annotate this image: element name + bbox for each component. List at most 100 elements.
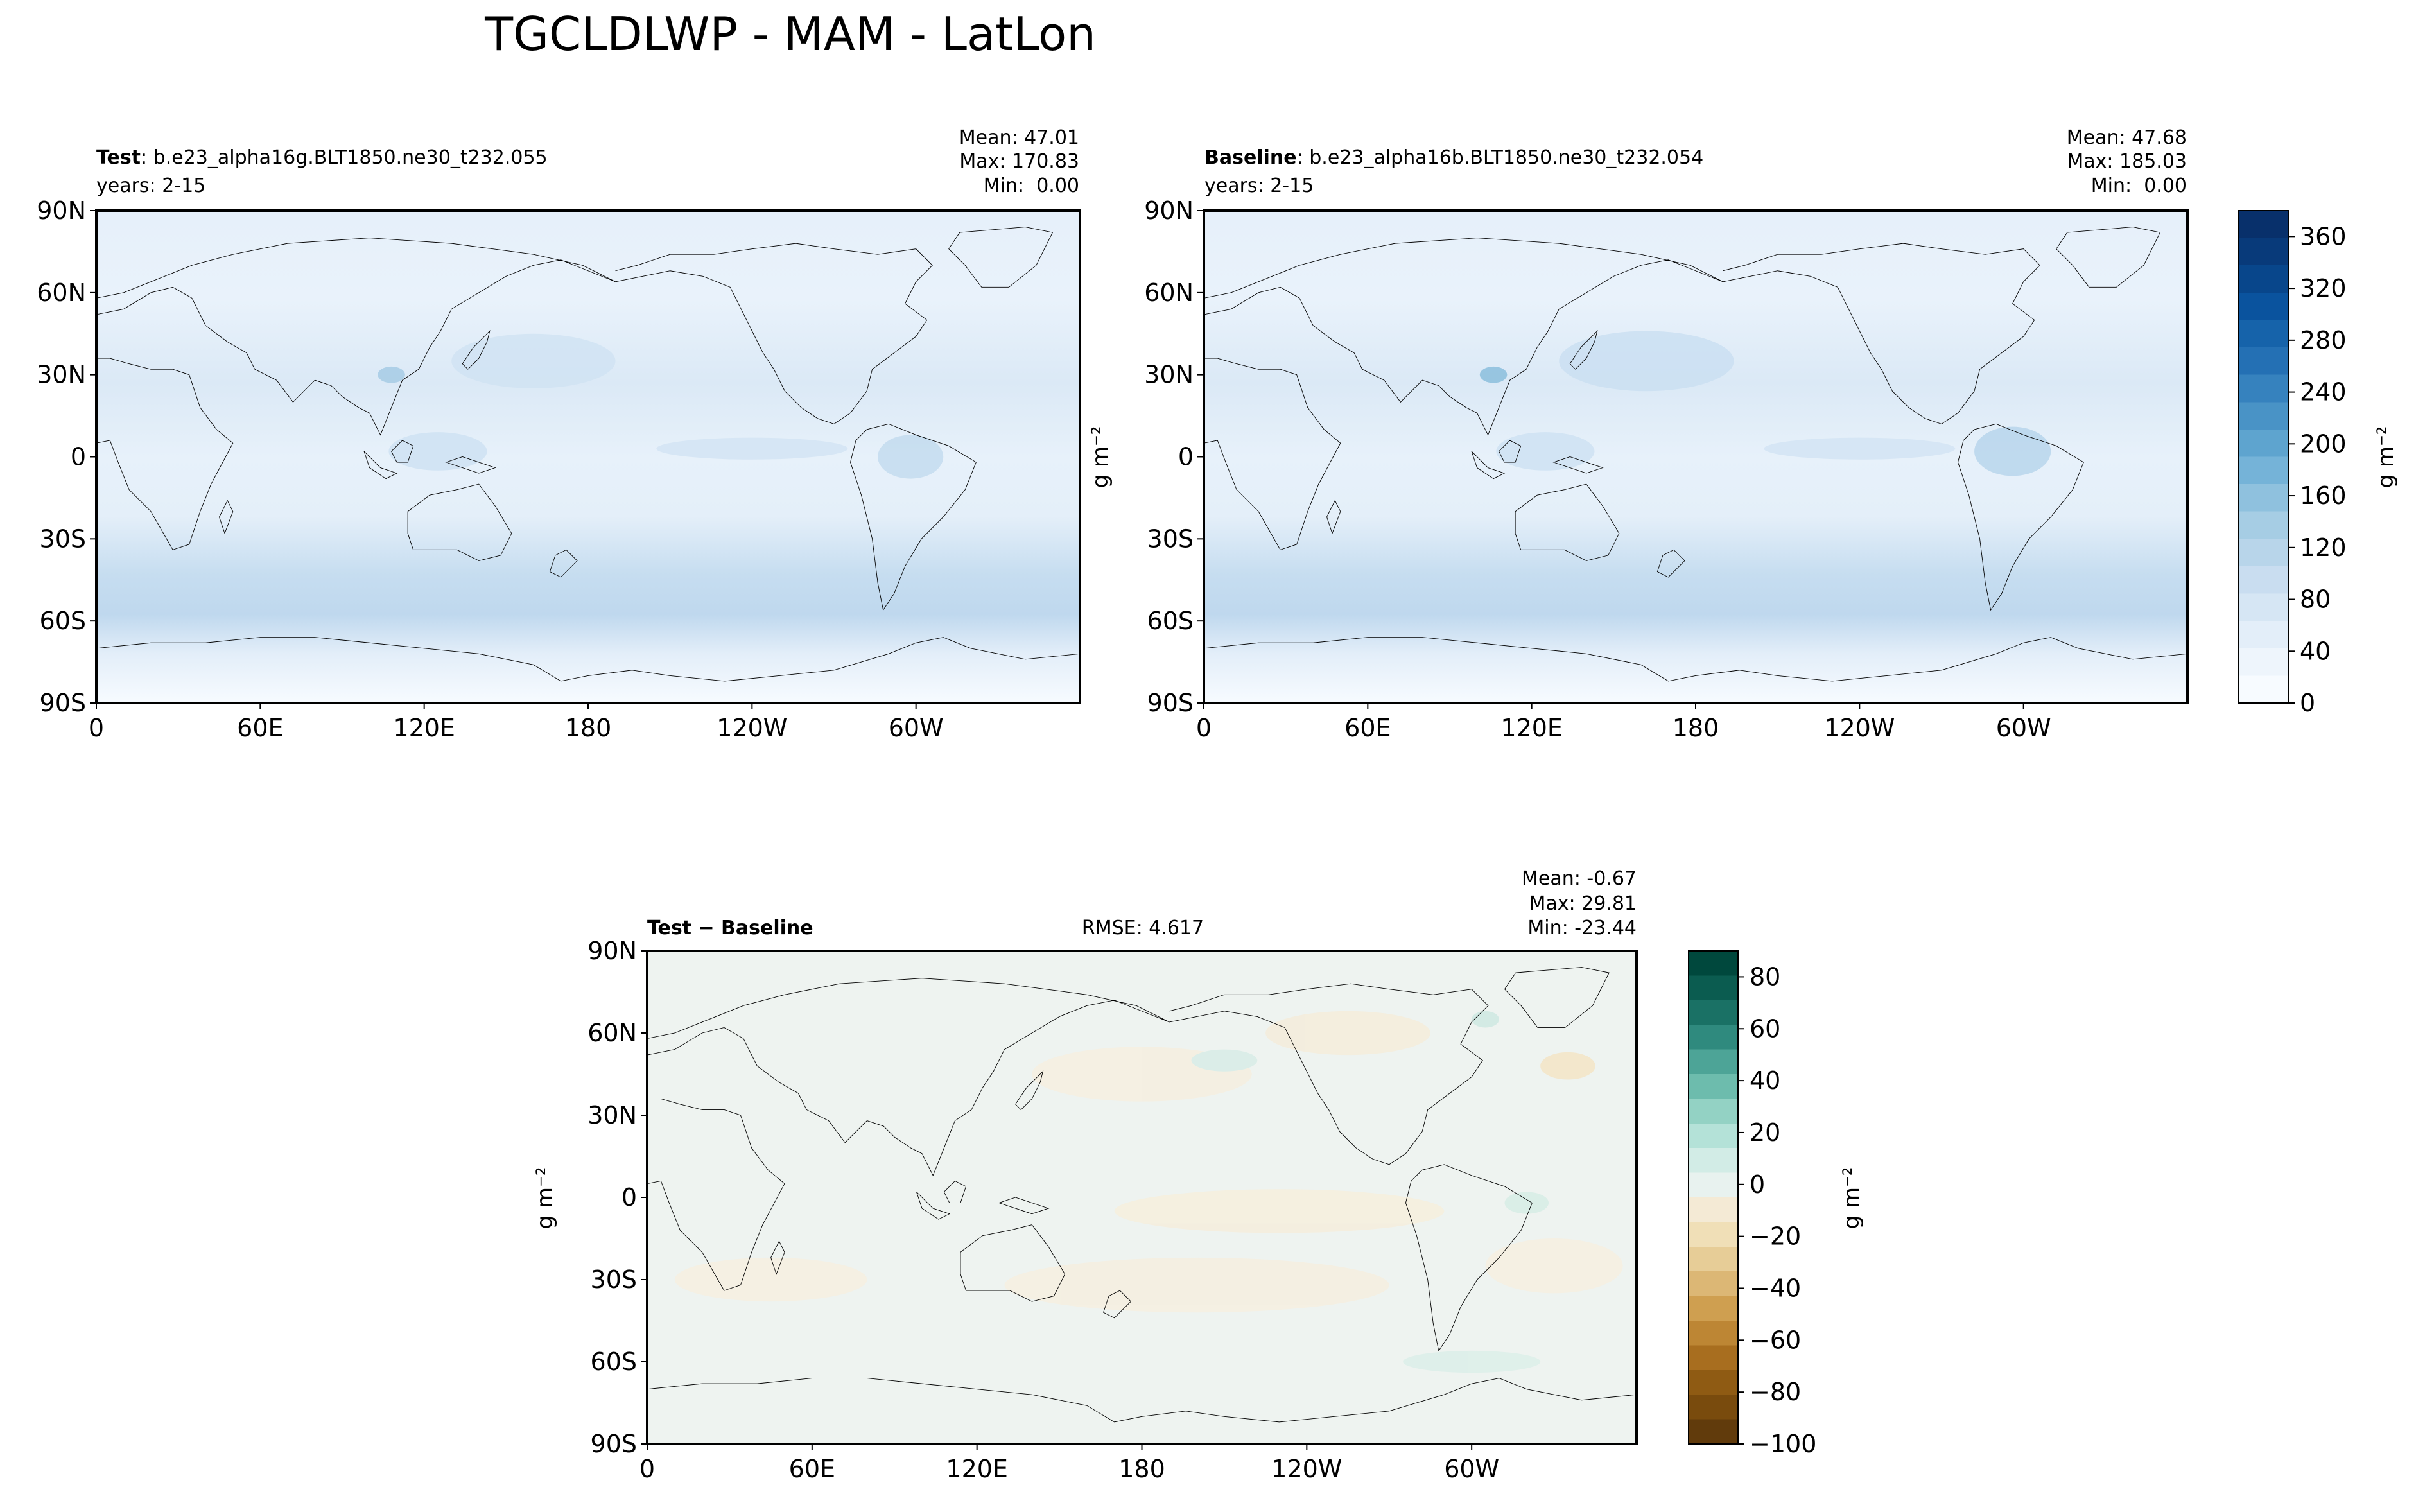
map-baseline xyxy=(1204,211,2187,703)
panel-diff-min: Min: -23.44 xyxy=(1527,917,1637,939)
map-test-feature-itcz xyxy=(656,437,848,460)
y-tick-label: 60N xyxy=(37,279,86,307)
panel-baseline-case: : b.e23_alpha16b.BLT1850.ne30_t232.054 xyxy=(1297,146,1704,169)
panel-baseline-mean: Mean: 47.68 xyxy=(2067,126,2187,149)
panel-diff: Test − Baseline RMSE: 4.617 Mean: -0.67 … xyxy=(532,867,1638,1445)
panel-test: Test: b.e23_alpha16g.BLT1850.ne30_t232.0… xyxy=(95,126,1081,704)
y-tick-label: 30N xyxy=(1144,361,1194,389)
colorbar-tick-label: 160 xyxy=(2300,482,2347,510)
panel-diff-ylabel: g m⁻² xyxy=(532,1167,558,1229)
y-tick-label: 90S xyxy=(1147,689,1194,717)
colorbar-tick-label: 200 xyxy=(2300,430,2347,458)
colorbar-tick-label: −80 xyxy=(1750,1378,1801,1406)
map-baseline-features xyxy=(1479,331,2051,476)
map-diff-feature-tan-south-pacific xyxy=(1004,1257,1389,1313)
colorbar-tick-label: 360 xyxy=(2300,222,2347,250)
x-tick-label: 60W xyxy=(1444,1455,1499,1483)
y-tick-label: 30S xyxy=(591,1265,637,1294)
y-tick-label: 90N xyxy=(1144,196,1194,225)
x-tick-label: 60E xyxy=(1344,714,1391,742)
panel-test-mean: Mean: 47.01 xyxy=(959,126,1079,149)
colorbar-tick-label: 40 xyxy=(2300,637,2331,665)
y-tick-label: 90N xyxy=(587,937,637,965)
colorbar-brbg-label: g m⁻² xyxy=(1839,1167,1864,1229)
map-test-coastlines xyxy=(96,227,1080,681)
panel-baseline-label: Baseline xyxy=(1204,146,1297,169)
y-tick-label: 0 xyxy=(621,1183,637,1212)
x-tick-label: 120E xyxy=(1500,714,1563,742)
map-baseline-feature-kuroshio xyxy=(1559,331,1734,392)
map-diff-feature-tan-tropical-pacific xyxy=(1114,1189,1445,1233)
x-tick-label: 120W xyxy=(717,714,787,742)
colorbar-brbg: 80 60 40 20 0 −20 −40 −60 −80 −100 g m⁻² xyxy=(1688,950,1864,1458)
panel-baseline-ylabel: g m⁻² xyxy=(1088,426,1113,488)
colorbar-tick-label: 240 xyxy=(2300,378,2347,406)
map-baseline-feature-itcz xyxy=(1764,437,1956,460)
y-tick-label: 30S xyxy=(1147,525,1194,553)
y-tick-label: 30N xyxy=(37,361,86,389)
x-tick-label: 60W xyxy=(1996,714,2051,742)
colorbar-blues: 0 40 80 120 160 200 240 280 320 360 g m⁻² xyxy=(2238,210,2399,717)
map-baseline-feature-east-china xyxy=(1479,366,1508,383)
panel-diff-rmse: RMSE: 4.617 xyxy=(1082,917,1204,939)
colorbar-blues-label: g m⁻² xyxy=(2373,426,2399,488)
panel-diff-max: Max: 29.81 xyxy=(1529,892,1637,915)
colorbar-tick-label: 80 xyxy=(1750,962,1780,991)
colorbar-tick-label: −20 xyxy=(1750,1222,1801,1251)
x-tick-label: 60E xyxy=(237,714,283,742)
map-baseline-feature-maritime-continent xyxy=(1496,432,1595,471)
panel-test-case: : b.e23_alpha16g.BLT1850.ne30_t232.055 xyxy=(141,146,548,169)
colorbar-blues-ticks: 0 40 80 120 160 200 240 280 320 360 xyxy=(2288,222,2347,717)
x-tick-label: 0 xyxy=(1196,714,1212,742)
x-tick-label: 120W xyxy=(1271,1455,1342,1483)
map-test xyxy=(96,211,1080,703)
map-diff-feature-teal-amazon xyxy=(1504,1192,1549,1214)
map-diff-feature-teal-aleutian xyxy=(1191,1049,1258,1072)
x-tick-label: 180 xyxy=(1118,1455,1165,1483)
y-tick-label: 30S xyxy=(40,525,86,553)
svg-text:Baseline: b.e23_alpha16b.BLT18: Baseline: b.e23_alpha16b.BLT1850.ne30_t2… xyxy=(1204,146,1703,169)
x-tick-label: 60E xyxy=(789,1455,835,1483)
panel-baseline-max: Max: 185.03 xyxy=(2067,150,2187,173)
map-diff-feature-tan-south-atlantic xyxy=(1485,1238,1623,1294)
y-tick-label: 0 xyxy=(71,443,86,471)
panel-diff-label: Test − Baseline xyxy=(647,917,813,939)
colorbar-brbg-bar xyxy=(1688,950,1739,1445)
panel-baseline-years: years: 2-15 xyxy=(1204,175,1314,197)
map-diff xyxy=(647,951,1637,1444)
y-tick-label: 60S xyxy=(591,1348,637,1376)
x-tick-label: 180 xyxy=(1673,714,1719,742)
x-tick-label: 60W xyxy=(889,714,944,742)
x-tick-label: 120E xyxy=(946,1455,1008,1483)
map-diff-feature-teal-southern-ocean xyxy=(1403,1350,1541,1373)
y-tick-label: 0 xyxy=(1178,443,1194,471)
x-tick-label: 0 xyxy=(639,1455,655,1483)
y-tick-label: 60N xyxy=(587,1019,637,1047)
colorbar-tick-label: 40 xyxy=(1750,1066,1780,1095)
colorbar-tick-label: −100 xyxy=(1750,1430,1816,1458)
y-tick-label: 60S xyxy=(1147,607,1194,635)
panel-test-years: years: 2-15 xyxy=(96,175,205,197)
x-tick-label: 180 xyxy=(565,714,612,742)
map-diff-feature-teal-labrador xyxy=(1472,1011,1499,1028)
map-diff-feature-tan-north-america xyxy=(1265,1011,1430,1056)
colorbar-tick-label: 0 xyxy=(2300,689,2315,717)
colorbar-tick-label: 320 xyxy=(2300,274,2347,302)
panel-test-max: Max: 170.83 xyxy=(959,150,1079,173)
panel-diff-mean: Mean: -0.67 xyxy=(1522,867,1637,890)
y-tick-label: 60N xyxy=(1144,279,1194,307)
x-tick-label: 0 xyxy=(89,714,104,742)
y-tick-label: 30N xyxy=(587,1101,637,1129)
map-diff-feature-tan-indian-ocean xyxy=(674,1257,867,1302)
map-diff-coastlines xyxy=(647,968,1637,1422)
colorbar-tick-label: 0 xyxy=(1750,1170,1765,1199)
map-baseline-coastlines xyxy=(1204,227,2187,681)
colorbar-blues-bar xyxy=(2238,210,2289,704)
map-test-feature-east-china xyxy=(378,366,405,383)
x-tick-label: 120E xyxy=(393,714,455,742)
x-tick-label: 120W xyxy=(1824,714,1895,742)
colorbar-tick-label: 60 xyxy=(1750,1014,1780,1043)
colorbar-tick-label: 80 xyxy=(2300,586,2331,614)
y-tick-label: 60S xyxy=(40,607,86,635)
